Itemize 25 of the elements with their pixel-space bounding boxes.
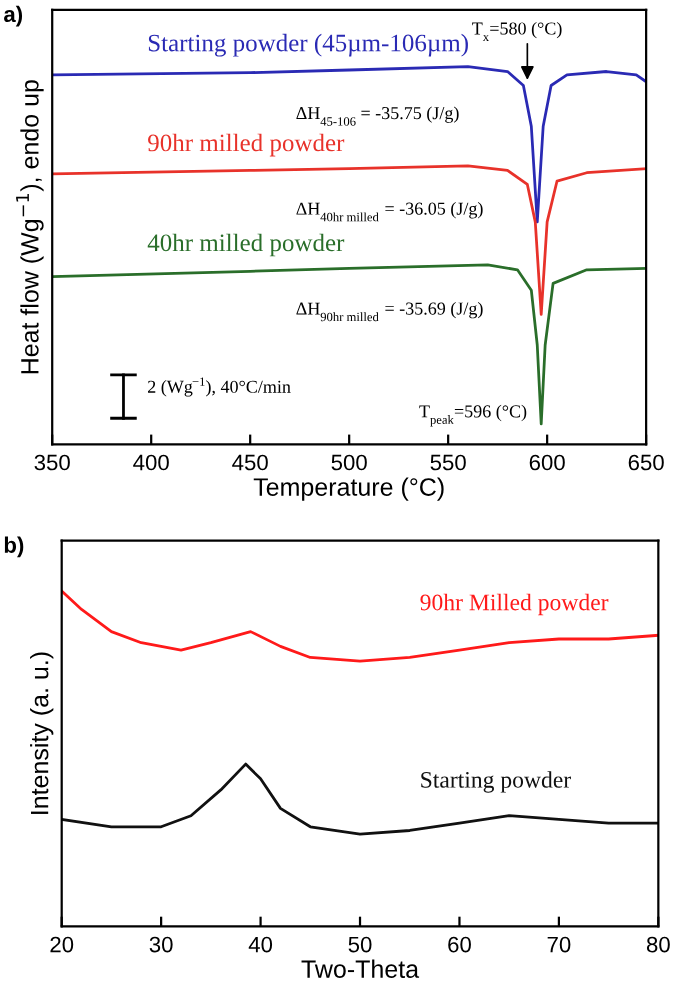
- series-label: 40hr milled powder: [147, 233, 345, 257]
- x-tick-label: 600: [529, 454, 565, 471]
- x-tick-label: 70: [547, 936, 571, 953]
- x-tick-label: 60: [448, 936, 471, 953]
- x-tick-label: 20: [50, 936, 74, 953]
- series-label: Starting powder: [421, 771, 571, 793]
- y-axis-title: Heat flow (Wg$^{−1}$), endo up: [16, 80, 44, 374]
- x-axis-title: Two-Theta: [301, 959, 420, 978]
- y-axis-title: Intensity (a. u.): [30, 652, 54, 814]
- series-label: 90hr Milled powder: [420, 593, 609, 616]
- x-tick-label: 80: [646, 936, 670, 953]
- x-tick-label: 30: [149, 936, 173, 953]
- chart-title: b): [4, 536, 24, 558]
- series-label: Starting powder (45µm-106µm): [148, 33, 468, 57]
- x-tick-label: 500: [331, 454, 367, 471]
- series-label: 90hr milled powder: [148, 133, 345, 157]
- chart-title: a): [4, 5, 23, 27]
- x-axis-title: Temperature (°C): [253, 477, 444, 501]
- x-tick-label: 40: [248, 936, 273, 953]
- x-tick-label: 450: [232, 454, 268, 471]
- x-tick-label: 550: [430, 454, 466, 471]
- x-tick-label: 650: [628, 454, 664, 471]
- x-tick-label: 400: [133, 454, 169, 471]
- x-tick-label: 50: [348, 936, 372, 953]
- x-tick-label: 350: [34, 454, 70, 471]
